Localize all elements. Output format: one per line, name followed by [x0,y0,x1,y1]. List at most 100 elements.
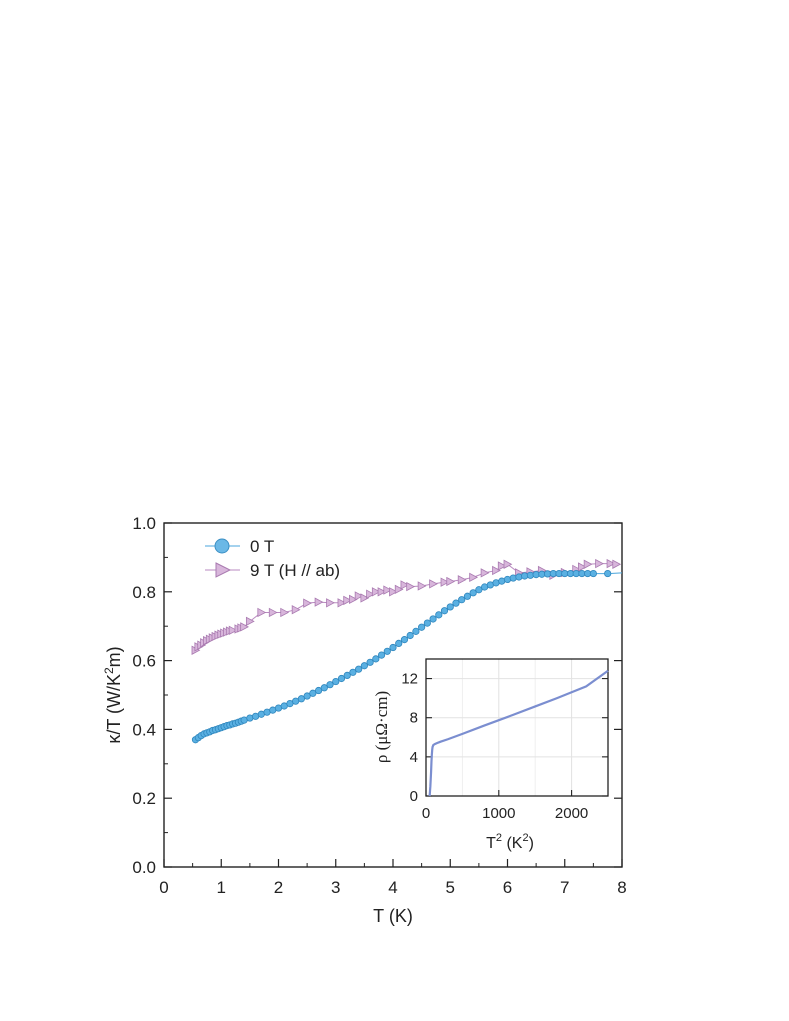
series-0T-point [604,569,612,578]
inset-plot-frame [425,658,609,797]
series-0T-point [383,647,391,655]
series-0T-point [418,623,426,631]
series-9T-point [240,622,249,632]
series-0T-point [372,655,380,663]
series-0T-point [355,665,363,673]
inset-resistivity-line [428,669,609,797]
y-tick-label: 0.2 [132,789,156,808]
series-9T-point [228,625,238,635]
series-0T-point [389,643,397,652]
main-axis-ticks: 0 1 2 3 4 5 6 7 80.00.20.40.60.81.0 [132,514,626,897]
inset-x-tick-label: 2000 [555,805,588,822]
inset-y-tick-label: 12 [401,671,418,688]
series-0T-point [360,662,368,670]
x-tick-label: 3 [331,878,340,897]
series-0T-point [458,596,466,604]
legend-entry-0T: 0 T [205,537,274,556]
inset-chart: 0 1000 2000 0 4 8 12 ρ (μΩ·cm) T2 (K2) [372,658,609,852]
inset-x-tick-label: 0 [422,805,430,822]
series-0T-point [423,619,431,627]
series-0T-point [406,631,414,640]
series-9T-point [360,593,370,603]
series-9T-point [383,585,393,595]
inset-x-axis-title: T2 (K2) [486,832,534,852]
series-9T-point [343,595,353,606]
series-9T-point [371,587,381,597]
series-0T-point [349,668,357,676]
series-9T-point [469,572,478,583]
series-0T-point [366,658,374,666]
series-0T-point [463,592,472,600]
x-tick-label: 2 [274,878,283,897]
y-tick-label: 0.0 [132,858,156,877]
legend-entry-9T: 9 T (H // ab) [205,561,340,580]
x-tick-label: 8 [617,878,626,897]
series-0T-point [314,686,323,695]
inset-y-tick-label: 4 [410,749,418,766]
series-9T-point [257,607,267,618]
inset-axis-ticks: 0 1000 2000 0 4 8 12 [401,671,608,822]
series-0T-point [440,607,449,615]
legend-label-0T: 0 T [250,537,274,556]
series-0T-point [332,677,340,686]
series-9T-point [480,568,490,578]
series-9T-point [389,587,398,597]
series-0T-point [412,627,420,635]
series-0T-point [589,569,597,578]
series-9T-point [595,558,604,569]
x-tick-label: 7 [560,878,569,897]
series-0T-point [429,615,437,623]
series-0T-point [320,684,328,692]
x-tick-label: 0 [159,878,168,897]
series-9T-point [429,579,438,589]
series-9T-point [394,584,404,595]
series-9T-point [612,559,622,569]
inset-y-axis-title: ρ (μΩ·cm) [372,691,391,763]
x-tick-label: 6 [503,878,512,897]
inset-y-tick-label: 0 [410,788,418,805]
series-0T-point [435,611,443,619]
series-9T-point [268,607,278,618]
series-9T-point [326,598,335,608]
series-9T-point [245,616,255,627]
series-0T-point [452,599,460,607]
inset-series-layer [428,669,609,797]
inset-y-tick-label: 8 [410,710,418,727]
series-9T-point [337,598,347,608]
series-0T-point [400,636,409,644]
series-9T-point [303,598,312,608]
series-9T-point [366,589,375,599]
series-0T-point [446,603,454,611]
series-0T-point [309,689,317,697]
series-9T-point [606,558,616,569]
series-9T-point [583,559,593,569]
series-9T-point [377,587,387,597]
series-0T-point [377,651,386,659]
main-chart: 0 1 2 3 4 5 6 7 80.00.20.40.60.81.0 T (K) κ/T (W… [102,514,627,926]
x-tick-label: 4 [388,878,397,897]
series-0T-point [326,681,334,689]
series-9T-point [417,581,427,591]
inset-background [426,659,608,796]
series-9T-point [492,565,501,576]
x-tick-label: 5 [446,878,455,897]
series-0T-point [337,674,346,683]
series-9T-point [440,577,450,587]
series-9T-point [349,594,358,605]
series-0T-point [469,589,477,597]
series-0T-point [509,574,517,582]
series-9T-point [406,581,416,592]
series-0T-point [395,639,403,648]
x-tick-label: 1 [217,878,226,897]
series-9T-point [354,591,364,601]
y-tick-label: 0.6 [132,652,156,671]
y-axis-title: κ/T (W/K2m) [102,646,124,743]
series-9T-point [280,607,290,618]
series-9T-point [446,576,456,587]
series-9T-point [497,561,507,571]
y-tick-label: 0.8 [132,583,156,602]
x-axis-title: T (K) [373,906,413,926]
series-9T-point [291,605,301,615]
inset-x-tick-label: 1000 [482,805,515,822]
